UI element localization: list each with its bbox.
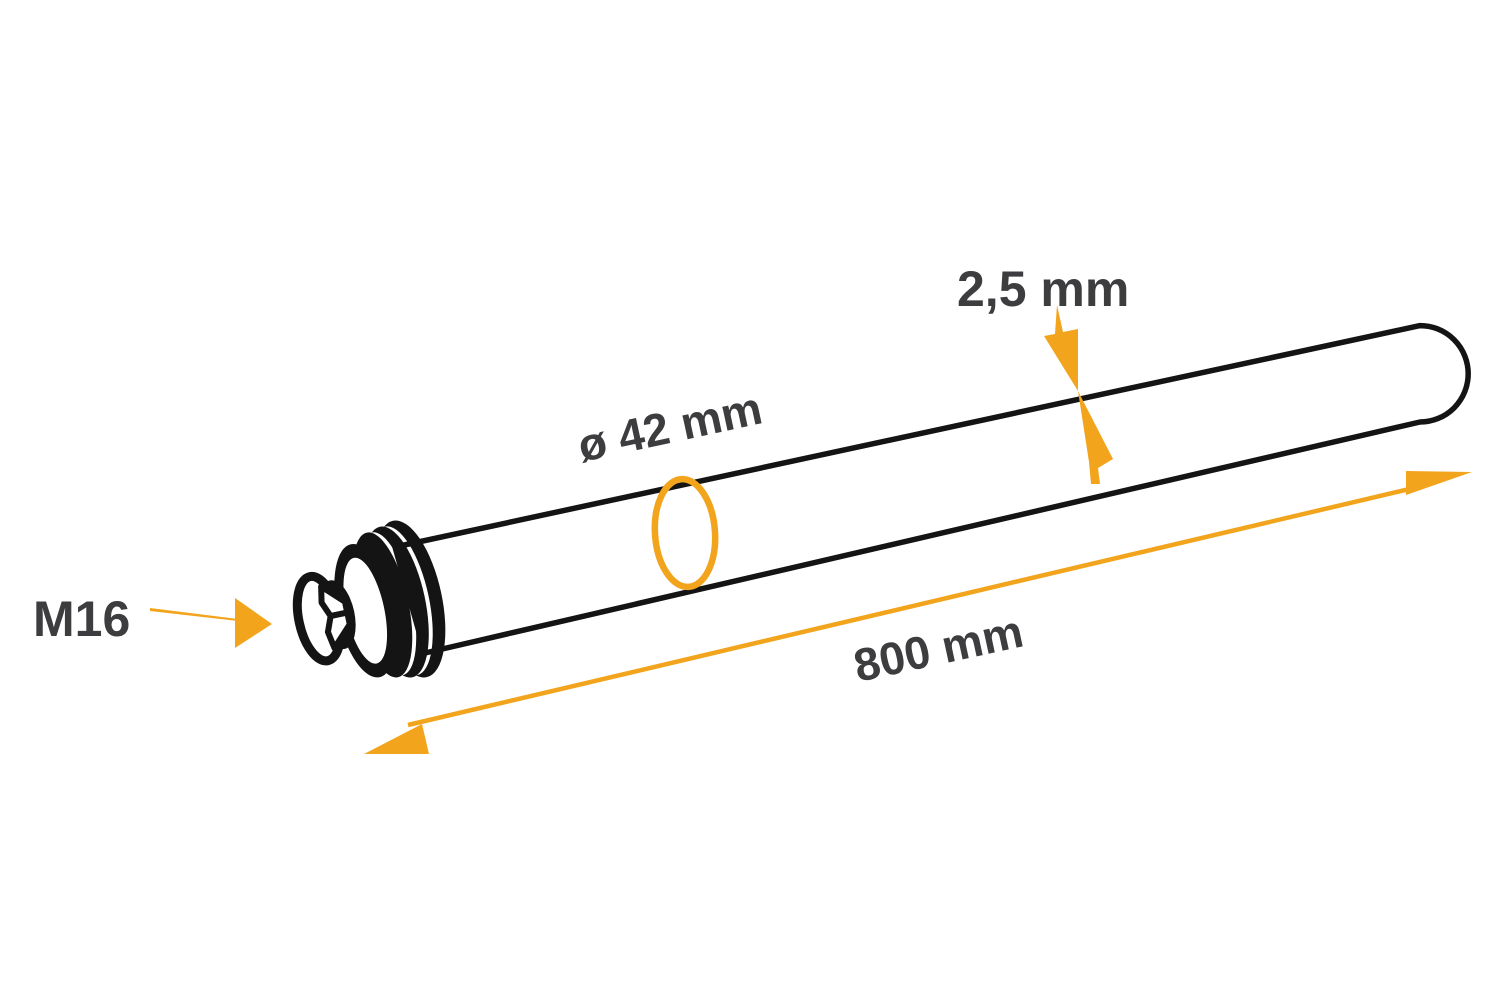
svg-text:M16: M16 — [33, 591, 130, 647]
svg-text:2,5 mm: 2,5 mm — [957, 261, 1129, 317]
